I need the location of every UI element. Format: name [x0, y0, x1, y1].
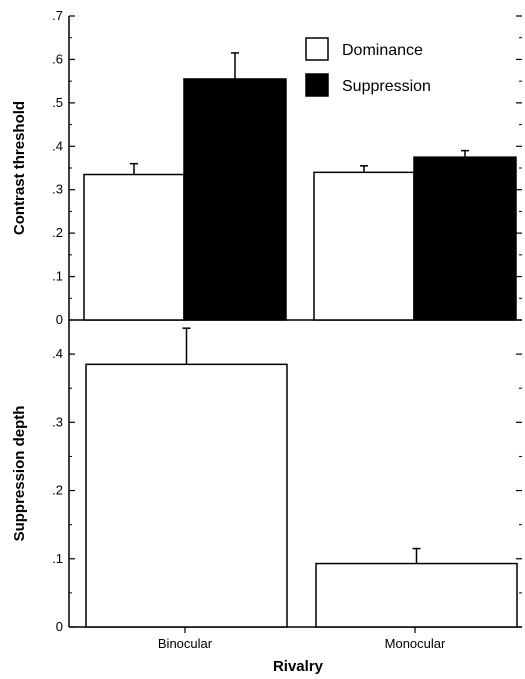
bar-depth-monocular: [315, 562, 518, 628]
legend-swatch-suppression: [305, 73, 329, 97]
y-tick-label: .6: [52, 51, 63, 66]
y-tick-label: .2: [52, 483, 63, 498]
x-tick-label: Monocular: [385, 636, 446, 651]
y-tick-label: 0: [56, 312, 63, 327]
y-tick-label: .4: [52, 138, 63, 153]
y-tick-label: .1: [52, 551, 63, 566]
x-axis-title: Rivalry: [273, 658, 324, 675]
y-tick-label: .4: [52, 346, 63, 361]
x-axis: Binocular Monocular Rivalry: [158, 627, 446, 675]
bar-dominance-binocular: [83, 173, 185, 321]
y-tick-label: 0: [56, 619, 63, 634]
legend-swatch-dominance: [305, 37, 329, 61]
y-tick-label: .3: [52, 182, 63, 197]
bar-suppression-binocular: [183, 78, 287, 321]
bar-dominance-monocular: [313, 171, 415, 321]
y-axis-title: Contrast threshold: [11, 101, 28, 235]
y-tick-label: .5: [52, 95, 63, 110]
bar-depth-binocular: [85, 363, 288, 628]
legend: Dominance Suppression: [305, 37, 431, 97]
legend-label-suppression: Suppression: [342, 78, 431, 95]
y-tick-label: .7: [52, 8, 63, 23]
legend-label-dominance: Dominance: [342, 42, 423, 59]
contrast-threshold-panel: 0 .1 .2 .3 .4 .5 .6 .7 Contrast threshold: [11, 8, 522, 327]
suppression-depth-panel: 0 .1 .2 .3 .4 Suppression depth: [11, 319, 522, 634]
y-tick-label: .3: [52, 414, 63, 429]
y-tick-label: .1: [52, 269, 63, 284]
bar-suppression-monocular: [413, 156, 517, 321]
y-tick-label: .2: [52, 225, 63, 240]
x-tick-label: Binocular: [158, 636, 213, 651]
y-axis-title: Suppression depth: [11, 406, 28, 542]
